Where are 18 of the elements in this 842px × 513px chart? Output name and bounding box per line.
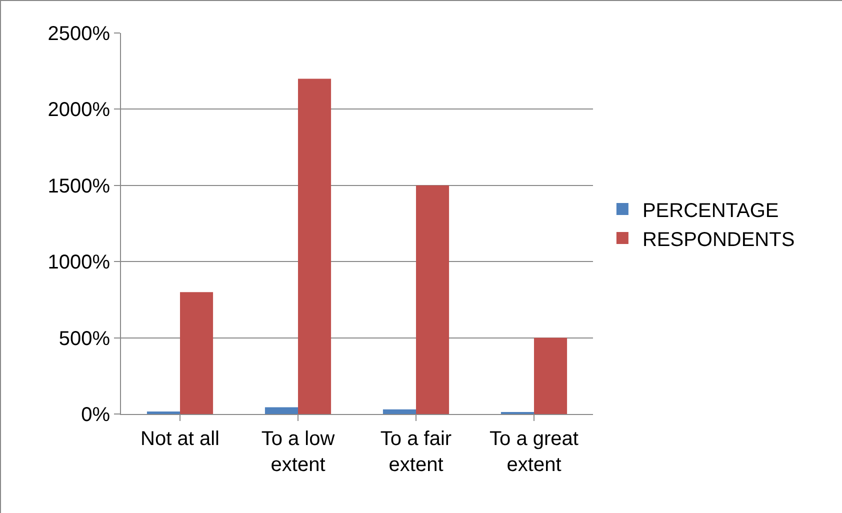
y-tick-label: 1000% — [48, 252, 110, 274]
x-tick-label: Not at all — [140, 428, 220, 450]
legend-label: PERCENTAGE — [642, 200, 779, 222]
y-tick-label: 500% — [58, 328, 110, 350]
bar — [382, 409, 416, 414]
x-tick-label: To a low extent — [261, 428, 336, 476]
x-tick-label: To a great extent — [490, 428, 579, 476]
y-tick-label: 2000% — [48, 99, 110, 122]
bar — [416, 185, 450, 414]
x-tick-label: To a fair extent — [380, 428, 452, 476]
y-tick-label: 1500% — [48, 175, 110, 198]
legend-label: RESPONDENTS — [642, 228, 795, 251]
bar — [180, 292, 214, 414]
y-tick-label: 0% — [81, 404, 110, 426]
bar — [264, 407, 298, 414]
y-tick-label: 2500% — [48, 23, 110, 45]
bar — [534, 338, 568, 414]
bar — [298, 78, 332, 414]
